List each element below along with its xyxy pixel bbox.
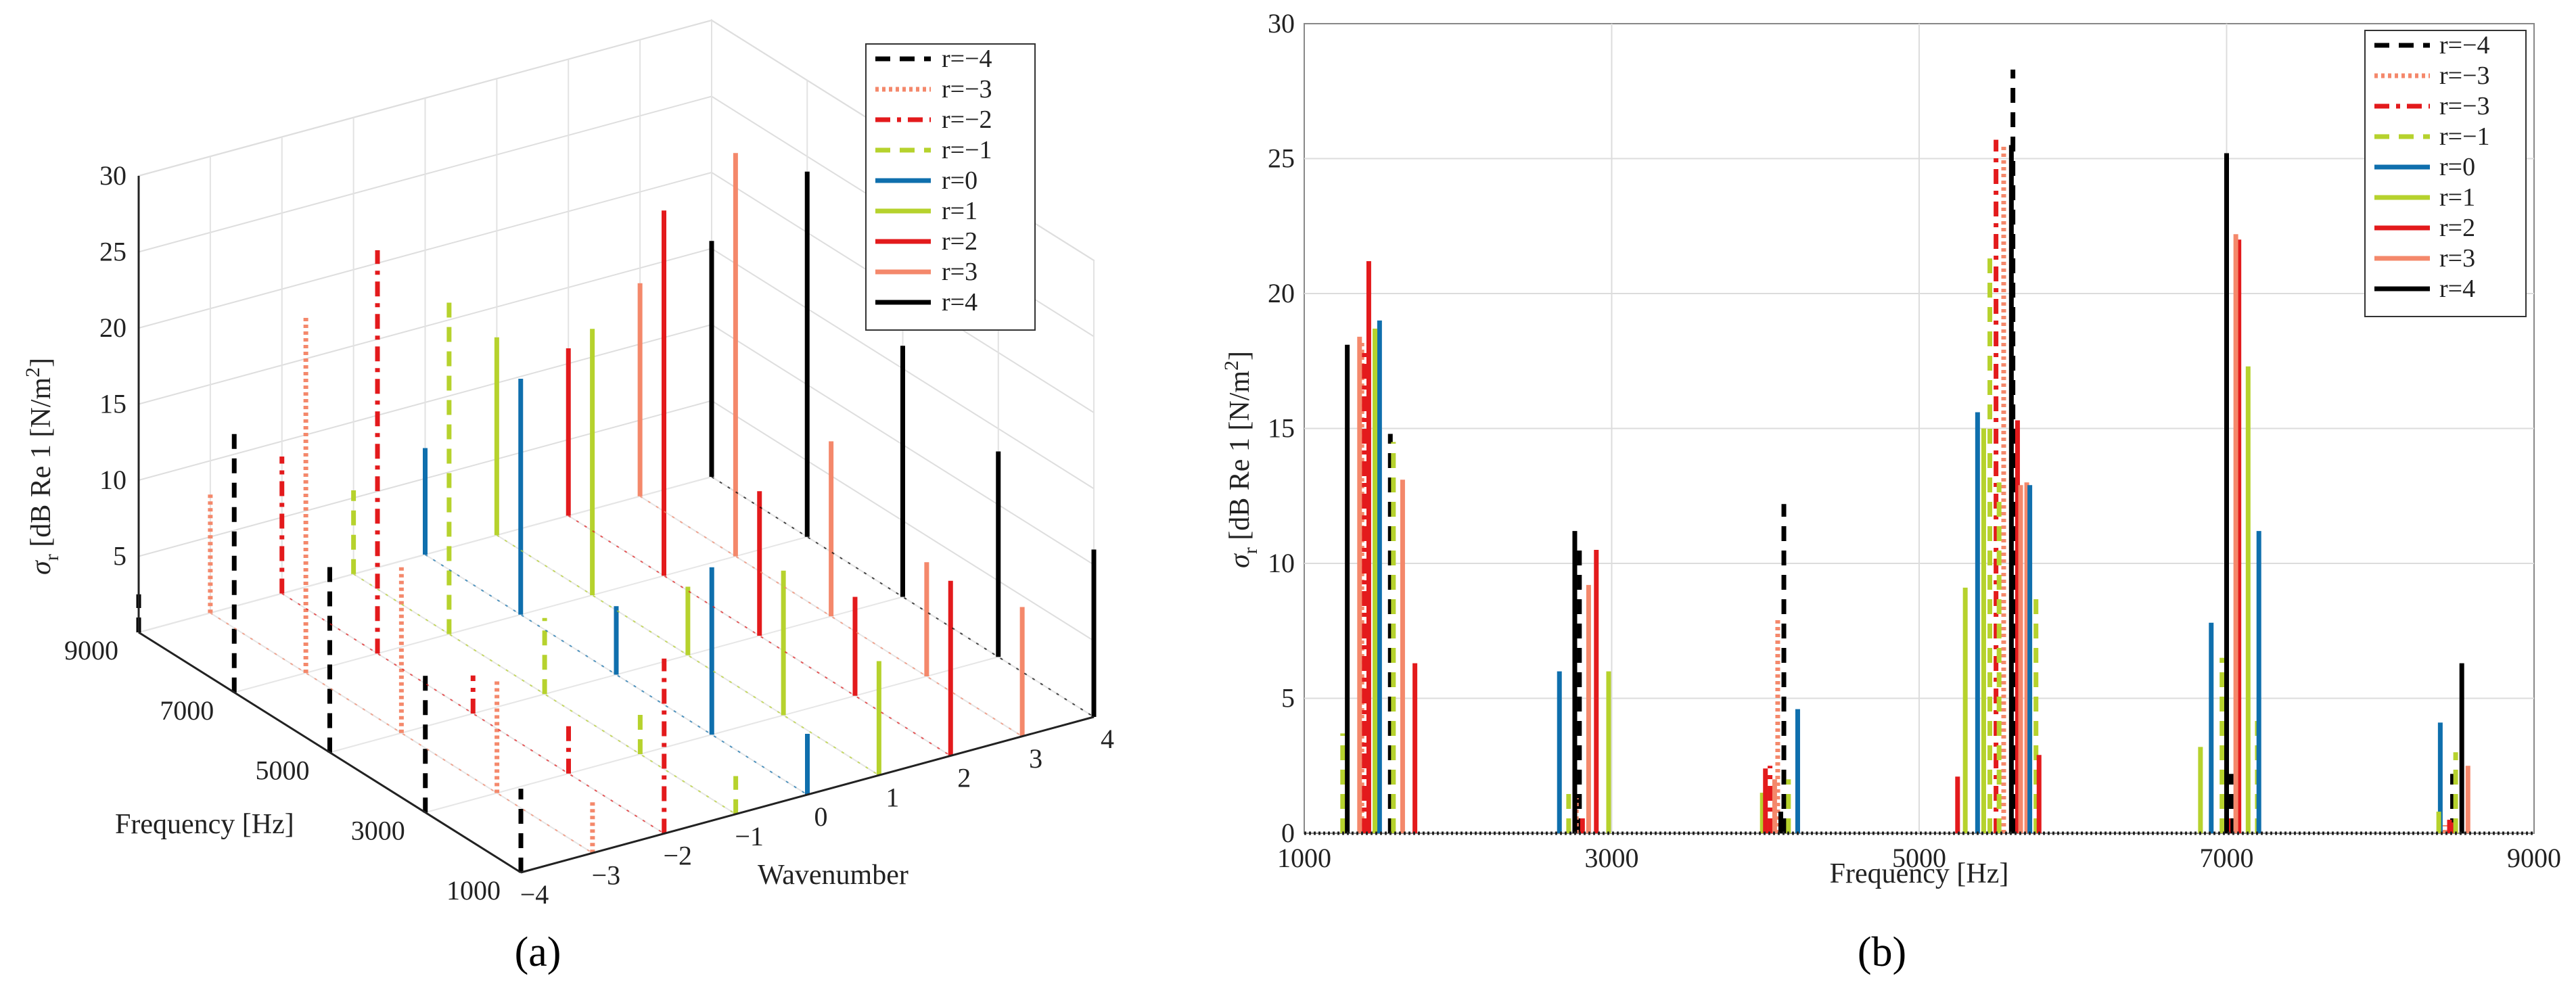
legend-entry: r=2 <box>942 227 978 256</box>
legend-entry: r=−4 <box>942 45 992 73</box>
wavenumber-tick-label: −2 <box>663 841 692 871</box>
legend-entry: r=2 <box>2439 214 2475 242</box>
legend-box <box>2364 30 2527 317</box>
z-tick-label: 30 <box>99 160 127 191</box>
z-tick-label: 25 <box>99 237 127 267</box>
y-tick-label: 0 <box>1281 818 1295 848</box>
3d-wavenumber-axis-label: Wavenumber <box>758 860 908 891</box>
x-tick-labels: 1000 3000 5000 7000 9000 <box>1277 843 2561 873</box>
z-tick-label: 20 <box>99 312 127 343</box>
legend-entry: r=−1 <box>2439 122 2490 151</box>
legend-entry: r=−1 <box>942 136 992 164</box>
x-tick-label: 9000 <box>2507 843 2561 873</box>
y-label-sup: 2 <box>1220 360 1243 371</box>
y-tick-label: 25 <box>1268 143 1295 174</box>
z-label-sub: r <box>41 554 63 561</box>
3d-z-tick-labels: 5 10 15 20 25 30 <box>99 160 127 572</box>
wavenumber-axis <box>520 716 1095 874</box>
x-tick-label: 1000 <box>1277 843 1331 873</box>
legend-entry: r=1 <box>2439 183 2475 212</box>
wavenumber-tick-label: −1 <box>735 821 764 852</box>
x-tick-label: 3000 <box>1585 843 1639 873</box>
3d-frequency-axis-label: Frequency [Hz] <box>115 809 294 840</box>
legend-entry: r=3 <box>942 258 978 286</box>
y-tick-label: 20 <box>1268 278 1295 308</box>
legend-entry: r=−2 <box>942 106 992 134</box>
svg-text:σr [dB Re 1 [N/m2]: σr [dB Re 1 [N/m2] <box>1220 351 1262 568</box>
3d-axes <box>137 176 1095 874</box>
frequency-axis <box>138 631 522 874</box>
wavenumber-tick-label: 1 <box>886 782 899 812</box>
panel-b-2d-chart: 0 5 10 15 20 25 30 1000 3000 5000 7000 9000 Freque… <box>1220 8 2561 975</box>
panel-a-label: (a) <box>515 929 561 975</box>
z-label-symbol: σ <box>26 559 57 575</box>
wavenumber-tick-label: 4 <box>1101 724 1114 754</box>
legend-entry: r=−3 <box>2439 92 2490 120</box>
y-label-sub: r <box>1239 547 1262 554</box>
3d-legend: r=−4r=−3 r=−2r=−1r=0r=1r=2r=3r=4 <box>865 43 1036 331</box>
legend-entry: r=−4 <box>2439 31 2490 60</box>
bars <box>1340 69 2470 833</box>
wavenumber-tick-label: −4 <box>520 879 549 910</box>
frequency-tick-label: 9000 <box>64 635 118 666</box>
y-tick-labels: 0 5 10 15 20 25 30 <box>1268 8 1295 848</box>
legend-entry: r=−3 <box>942 75 992 103</box>
x-tick-label: 7000 <box>2200 843 2254 873</box>
legend-entry: r=0 <box>942 166 978 195</box>
3d-z-axis-label: σr [dB Re 1 [N/m2] <box>22 358 63 575</box>
y-tick-label: 15 <box>1268 413 1295 444</box>
frequency-tick-label: 7000 <box>160 695 214 726</box>
wavenumber-tick-label: 2 <box>957 763 971 793</box>
z-label-unit: [dB Re 1 [N/m <box>26 377 57 555</box>
wavenumber-tick-label: −3 <box>592 860 621 890</box>
legend-entry: r=1 <box>942 197 978 225</box>
legend-entry: r=3 <box>2439 244 2475 273</box>
z-tick-label: 5 <box>113 541 127 572</box>
legend-entry: r=4 <box>942 288 978 317</box>
y-label-close: ] <box>1224 351 1256 360</box>
frequency-tick-label: 5000 <box>256 755 310 786</box>
3d-bars <box>136 153 1097 873</box>
wavenumber-tick-label: 3 <box>1029 743 1042 774</box>
z-label-sup: 2 <box>22 367 44 377</box>
3d-frequency-tick-labels: 9000 7000 5000 3000 1000 <box>64 635 501 906</box>
frequency-tick-label: 1000 <box>446 875 501 906</box>
legend-entry: r=0 <box>2439 153 2475 181</box>
panel-b-label: (b) <box>1858 929 1906 975</box>
y-axis-label: σr [dB Re 1 [N/m2] <box>1220 351 1262 568</box>
svg-text:σr [dB Re 1 [N/m2]: σr [dB Re 1 [N/m2] <box>22 358 63 575</box>
z-tick-label: 15 <box>99 389 127 419</box>
y-tick-label: 10 <box>1268 548 1295 578</box>
legend-entry: r=−3 <box>2439 62 2490 90</box>
y-tick-label: 5 <box>1281 683 1295 714</box>
x-axis-label: Frequency [Hz] <box>1830 858 2009 889</box>
3d-wavenumber-tick-labels: −4 −3 −2 −1 0 1 2 3 4 <box>520 724 1114 910</box>
y-tick-label: 30 <box>1268 8 1295 39</box>
y-label-unit: [dB Re 1 [N/m <box>1224 371 1256 548</box>
legend-box <box>865 43 1036 331</box>
x-tick-label: 5000 <box>1892 843 1946 873</box>
wavenumber-tick-label: 0 <box>814 801 828 832</box>
frequency-tick-label: 3000 <box>351 815 405 845</box>
legend-entry: r=4 <box>2439 275 2475 303</box>
legend: r=−4r=−3r=−3r=−1r=0r=1r=2r=3r=4 <box>2364 30 2527 317</box>
z-tick-label: 10 <box>99 465 127 495</box>
z-label-close: ] <box>26 358 57 367</box>
y-label-symbol: σ <box>1224 553 1256 568</box>
